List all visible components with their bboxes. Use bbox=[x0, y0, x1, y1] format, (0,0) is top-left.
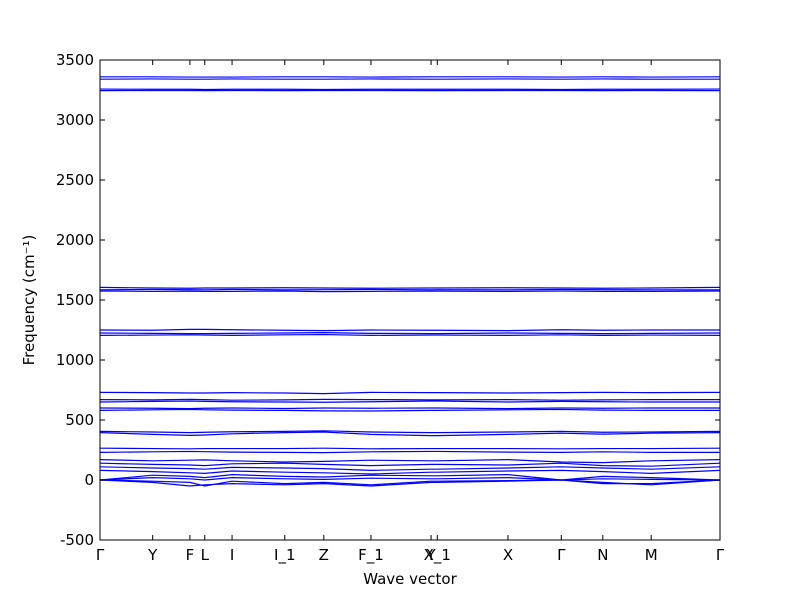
band-line bbox=[99, 286, 721, 289]
band-line bbox=[99, 466, 721, 472]
band-line bbox=[99, 400, 720, 403]
x-tick-label: L bbox=[201, 546, 210, 564]
band-line bbox=[99, 431, 721, 437]
y-tick-label: 2000 bbox=[56, 231, 94, 249]
x-tick-label: F_1 bbox=[358, 546, 384, 565]
band-line bbox=[99, 458, 721, 464]
y-axis-label: Frequency (cm⁻¹) bbox=[20, 235, 38, 366]
y-tick-label: 2500 bbox=[56, 171, 94, 189]
y-tick-label: 3000 bbox=[56, 111, 94, 129]
x-axis-label: Wave vector bbox=[363, 570, 457, 588]
plot-frame bbox=[99, 59, 721, 541]
band-line bbox=[99, 430, 721, 434]
band-line bbox=[99, 398, 720, 401]
band-line bbox=[99, 476, 721, 481]
band-line bbox=[99, 447, 721, 450]
band-line bbox=[99, 479, 721, 487]
x-tick-label: I_1 bbox=[274, 546, 295, 565]
y-tick-label: 3500 bbox=[56, 51, 94, 69]
x-tick-label: Z bbox=[319, 546, 329, 564]
x-tick-label: Y bbox=[425, 546, 436, 564]
x-tick-label: X bbox=[503, 546, 513, 564]
band-line bbox=[99, 328, 720, 332]
x-tick-label: I bbox=[230, 546, 234, 564]
y-tick-label: 0 bbox=[84, 471, 94, 489]
band-line bbox=[99, 290, 721, 293]
x-tick-label: Y bbox=[147, 546, 158, 564]
x-tick-label: M bbox=[645, 546, 658, 564]
band-line bbox=[99, 469, 721, 475]
band-line bbox=[99, 391, 721, 395]
x-tick-label: F bbox=[186, 546, 195, 564]
band-line bbox=[99, 479, 721, 487]
band-line bbox=[99, 333, 721, 337]
x-tick-label: Γ bbox=[96, 546, 105, 564]
y-tick-label: 1000 bbox=[56, 351, 94, 369]
band-line bbox=[99, 407, 720, 410]
y-tick-label: -500 bbox=[60, 531, 94, 549]
band-line bbox=[99, 450, 720, 454]
x-tick-label: X_1 bbox=[424, 546, 451, 565]
band-line bbox=[99, 332, 721, 335]
y-tick-label: 1500 bbox=[56, 291, 94, 309]
band-line bbox=[99, 462, 721, 467]
band-line bbox=[99, 408, 720, 412]
x-tick-label: N bbox=[597, 546, 608, 564]
x-tick-label: Γ bbox=[716, 546, 725, 564]
band-line bbox=[99, 473, 721, 481]
x-tick-label: Γ bbox=[557, 546, 566, 564]
y-tick-label: 500 bbox=[65, 411, 94, 429]
